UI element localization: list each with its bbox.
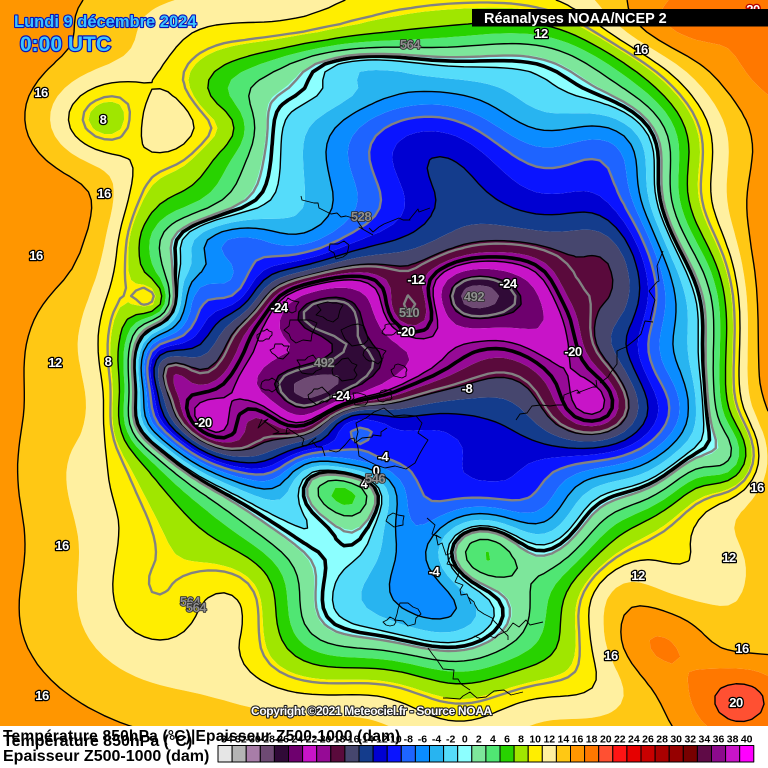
svg-text:-20: -20 — [194, 415, 212, 430]
svg-text:-20: -20 — [397, 324, 415, 339]
svg-text:36: 36 — [713, 734, 725, 746]
svg-text:32: 32 — [684, 734, 696, 746]
svg-text:-4: -4 — [378, 449, 390, 464]
svg-text:-20: -20 — [564, 344, 582, 359]
svg-text:-18: -18 — [330, 734, 345, 746]
svg-text:-16: -16 — [344, 734, 359, 746]
svg-text:28: 28 — [656, 734, 668, 746]
svg-text:12: 12 — [534, 26, 548, 41]
svg-text:492: 492 — [464, 289, 484, 304]
svg-text:-6: -6 — [418, 734, 427, 746]
svg-text:-12: -12 — [407, 272, 425, 287]
svg-text:16: 16 — [735, 641, 749, 656]
svg-text:16: 16 — [29, 248, 43, 263]
svg-text:16: 16 — [35, 688, 49, 703]
svg-text:30: 30 — [670, 734, 682, 746]
svg-text:34: 34 — [699, 734, 711, 746]
svg-text:6: 6 — [504, 734, 510, 746]
svg-text:-30: -30 — [246, 734, 261, 746]
svg-text:Epaisseur Z500-1000 (dam): Epaisseur Z500-1000 (dam) — [3, 748, 209, 765]
svg-text:-24: -24 — [270, 300, 289, 315]
svg-text:24: 24 — [628, 734, 640, 746]
svg-text:-24: -24 — [288, 734, 303, 746]
svg-text:20: 20 — [600, 734, 612, 746]
svg-text:-12: -12 — [373, 734, 388, 746]
svg-text:-28: -28 — [260, 734, 275, 746]
svg-text:528: 528 — [351, 209, 371, 224]
svg-text:-2: -2 — [446, 734, 455, 746]
svg-text:16: 16 — [604, 648, 618, 663]
svg-text:Copyright ©2021 Meteociel.fr -: Copyright ©2021 Meteociel.fr - Source NO… — [251, 704, 493, 718]
svg-text:40: 40 — [741, 734, 753, 746]
svg-text:-4: -4 — [429, 564, 441, 579]
svg-text:-24: -24 — [499, 276, 518, 291]
svg-text:546: 546 — [365, 471, 385, 486]
svg-text:Température 850hPa (°C)|Epaiss: Température 850hPa (°C)|Epaisseur Z500-1… — [3, 728, 400, 745]
svg-text:26: 26 — [642, 734, 654, 746]
svg-text:-8: -8 — [462, 381, 473, 396]
svg-text:-26: -26 — [274, 734, 289, 746]
svg-text:-10: -10 — [387, 734, 402, 746]
svg-text:0: 0 — [373, 463, 380, 478]
svg-text:4: 4 — [490, 734, 496, 746]
svg-text:0: 0 — [462, 734, 468, 746]
svg-text:16: 16 — [750, 480, 764, 495]
svg-text:0:00 UTC: 0:00 UTC — [20, 33, 111, 56]
svg-text:-22: -22 — [302, 734, 317, 746]
svg-text:22: 22 — [614, 734, 626, 746]
svg-text:-24: -24 — [332, 388, 351, 403]
svg-text:-4: -4 — [432, 734, 441, 746]
svg-text:8: 8 — [105, 354, 112, 369]
svg-text:8: 8 — [518, 734, 524, 746]
svg-text:8: 8 — [100, 112, 107, 127]
svg-text:510: 510 — [399, 305, 419, 320]
svg-text:2: 2 — [476, 734, 482, 746]
svg-text:20: 20 — [729, 695, 743, 710]
svg-text:Réanalyses NOAA/NCEP 2: Réanalyses NOAA/NCEP 2 — [484, 11, 667, 27]
svg-text:12: 12 — [722, 550, 736, 565]
svg-text:-20: -20 — [316, 734, 331, 746]
svg-text:564: 564 — [180, 594, 201, 609]
svg-text:-34: -34 — [218, 734, 233, 746]
svg-text:16: 16 — [55, 538, 69, 553]
svg-text:12: 12 — [543, 734, 555, 746]
svg-text:-14: -14 — [359, 734, 374, 746]
svg-text:16: 16 — [572, 734, 584, 746]
svg-text:4: 4 — [361, 476, 369, 491]
svg-text:Température 850hPa (°C): Température 850hPa (°C) — [3, 733, 192, 750]
svg-text:-8: -8 — [404, 734, 413, 746]
svg-text:492: 492 — [314, 355, 334, 370]
svg-text:18: 18 — [586, 734, 598, 746]
svg-text:38: 38 — [727, 734, 739, 746]
svg-text:16: 16 — [97, 186, 111, 201]
svg-text:10: 10 — [529, 734, 541, 746]
svg-text:-32: -32 — [232, 734, 247, 746]
svg-text:Lundi 9 décembre 2024: Lundi 9 décembre 2024 — [14, 13, 197, 31]
svg-text:14: 14 — [558, 734, 570, 746]
svg-text:564: 564 — [400, 37, 421, 52]
svg-text:12: 12 — [48, 355, 62, 370]
svg-text:16: 16 — [34, 85, 48, 100]
svg-text:16: 16 — [634, 42, 648, 57]
svg-text:12: 12 — [631, 568, 645, 583]
svg-text:564: 564 — [186, 600, 207, 615]
